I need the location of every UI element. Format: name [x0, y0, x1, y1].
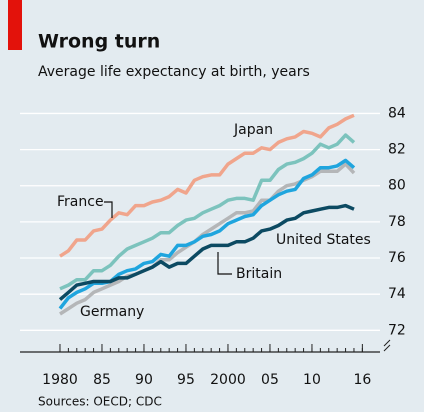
x-tick-label: 1980 — [42, 372, 78, 388]
series-label: Germany — [80, 304, 144, 320]
y-tick-label: 82 — [388, 142, 406, 158]
x-tick-label: 90 — [135, 372, 153, 388]
red-tag — [8, 0, 22, 50]
y-tick-label: 74 — [388, 286, 406, 302]
y-tick-label: 72 — [388, 322, 406, 338]
series-line — [58, 203, 355, 301]
y-tick-label: 78 — [388, 214, 406, 230]
chart-title: Wrong turn — [38, 31, 160, 53]
series-label: Britain — [236, 266, 282, 282]
axis-break — [383, 339, 391, 352]
x-tick-label: 05 — [261, 372, 279, 388]
series-line — [59, 133, 356, 291]
leader-line — [217, 252, 232, 275]
y-tick-label: 84 — [388, 105, 406, 121]
x-tick-label: 10 — [303, 372, 321, 388]
y-tick-label: 76 — [388, 250, 406, 266]
x-tick-label: 95 — [177, 372, 195, 388]
y-tick-label: 80 — [388, 178, 406, 194]
series-line — [59, 113, 355, 258]
chart-subtitle: Average life expectancy at birth, years — [38, 64, 310, 80]
x-tick-label: 85 — [93, 372, 111, 388]
x-tick-label: 16 — [353, 372, 371, 388]
leader-line — [104, 201, 113, 218]
source: Sources: OECD; CDC — [38, 395, 162, 409]
series-label: France — [57, 194, 104, 210]
x-tick-label: 2000 — [210, 372, 246, 388]
series-label: United States — [276, 232, 371, 248]
series-label: Japan — [233, 122, 273, 138]
